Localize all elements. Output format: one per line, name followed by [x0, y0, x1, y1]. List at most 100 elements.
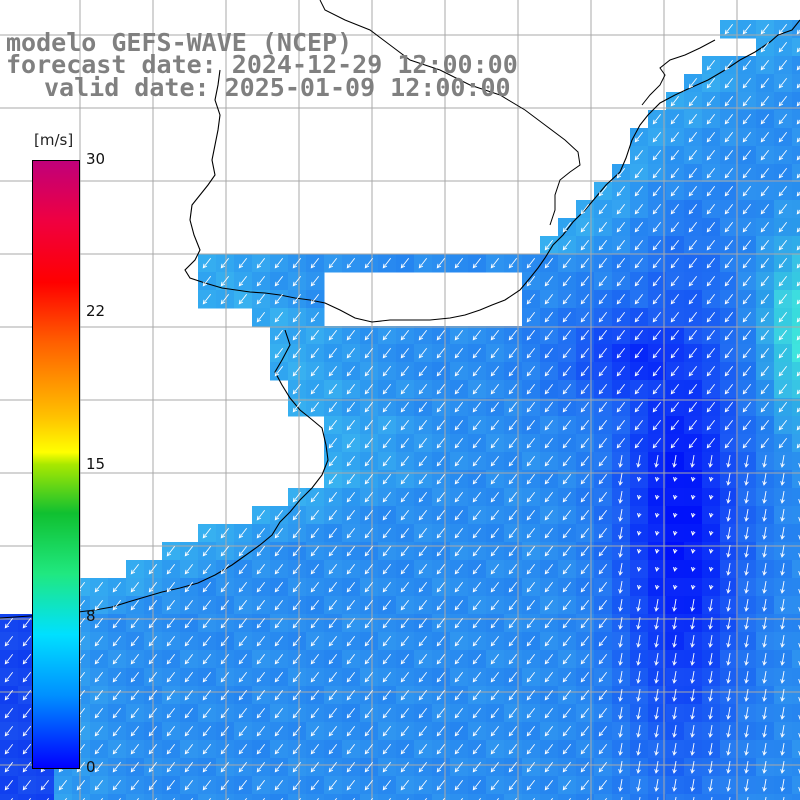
wind-speed-cell: [108, 794, 127, 800]
wind-speed-cell: [54, 794, 73, 800]
wind-arrow: [636, 671, 641, 684]
wind-arrow: [618, 635, 623, 648]
wind-arrow: [760, 401, 770, 413]
wind-arrow: [454, 545, 464, 557]
wind-arrow: [706, 419, 716, 431]
wind-arrow: [328, 779, 338, 791]
wind-arrow: [238, 743, 248, 755]
wind-arrow: [508, 527, 518, 539]
wind-arrow: [690, 671, 695, 684]
wind-arrow: [526, 347, 536, 359]
wind-arrow: [562, 473, 572, 485]
wind-arrow: [742, 401, 752, 413]
wind-arrow: [780, 689, 785, 702]
wind-arrow: [256, 293, 266, 305]
wind-arrow: [526, 527, 536, 539]
wind-arrow: [598, 455, 608, 467]
wind-arrow: [274, 509, 284, 521]
wind-arrow: [708, 548, 714, 554]
wind-arrow: [364, 689, 374, 701]
wind-arrow: [490, 743, 500, 755]
wind-arrow: [184, 707, 194, 719]
wind-arrow: [364, 365, 374, 377]
wind-arrow: [544, 473, 554, 485]
wind-arrow: [598, 671, 608, 683]
wind-arrow: [472, 491, 482, 503]
wind-arrow: [166, 707, 176, 719]
wind-arrow: [22, 707, 32, 719]
wind-arrow: [454, 653, 464, 665]
wind-arrow: [400, 383, 410, 395]
wind-arrow: [706, 257, 716, 269]
wind-arrow: [490, 365, 500, 377]
colorbar: [32, 160, 80, 769]
wind-arrow: [328, 365, 338, 377]
wind-arrow: [760, 257, 770, 269]
wind-speed-cell: [792, 542, 800, 561]
wind-speed-cell: [576, 794, 595, 800]
wind-arrow: [490, 455, 500, 467]
wind-arrow: [292, 635, 302, 647]
wind-arrow: [526, 437, 536, 449]
wind-arrow: [346, 509, 356, 521]
wind-arrow: [708, 566, 714, 572]
wind-arrow: [724, 329, 734, 341]
wind-arrow: [544, 383, 554, 395]
wind-arrow: [130, 563, 140, 575]
wind-arrow: [454, 707, 464, 719]
wind-arrow: [544, 437, 554, 449]
wind-arrow: [328, 707, 338, 719]
wind-arrow: [562, 671, 572, 683]
wind-arrow: [636, 725, 641, 738]
wind-arrow: [310, 653, 320, 665]
wind-arrow: [778, 167, 788, 179]
wind-arrow: [598, 221, 608, 233]
wind-arrow: [256, 311, 266, 323]
wind-arrow: [618, 653, 623, 666]
wind-arrow: [562, 329, 572, 341]
wind-arrow: [310, 509, 320, 521]
wind-arrow: [418, 725, 428, 737]
wind-arrow: [562, 689, 572, 701]
wind-arrow: [328, 689, 338, 701]
wind-speed-cell: [162, 794, 181, 800]
wind-arrow: [562, 743, 572, 755]
wind-arrow: [328, 545, 338, 557]
wind-arrow: [400, 491, 410, 503]
wind-arrow: [436, 635, 446, 647]
wind-arrow: [742, 203, 752, 215]
wind-arrow: [562, 599, 572, 611]
wind-arrow: [544, 257, 554, 269]
wind-arrow: [112, 725, 122, 737]
wind-speed-cell: [792, 344, 800, 363]
wind-arrow: [580, 617, 590, 629]
wind-arrow: [636, 761, 641, 774]
wind-arrow: [4, 653, 14, 665]
wind-arrow: [364, 419, 374, 431]
wind-arrow: [778, 131, 788, 143]
wind-arrow: [382, 635, 392, 647]
wind-arrow: [400, 671, 410, 683]
wind-arrow: [112, 581, 122, 593]
wind-arrow: [454, 761, 464, 773]
wind-arrow: [58, 779, 68, 791]
wind-arrow: [4, 689, 14, 701]
wind-arrow: [4, 725, 14, 737]
wind-arrow: [130, 689, 140, 701]
wind-arrow: [292, 383, 302, 395]
wind-arrow: [562, 581, 572, 593]
wind-arrow: [690, 584, 696, 590]
wind-arrow: [580, 581, 590, 593]
wind-arrow: [675, 797, 677, 800]
wind-arrow: [654, 476, 660, 482]
wind-arrow: [364, 347, 374, 359]
wind-speed-cell: [792, 434, 800, 453]
wind-arrow: [544, 707, 554, 719]
wind-arrow: [256, 635, 266, 647]
wind-arrow: [130, 707, 140, 719]
wind-arrow: [742, 365, 752, 377]
wind-arrow: [544, 401, 554, 413]
wind-arrow: [418, 779, 428, 791]
wind-arrow: [274, 689, 284, 701]
wind-arrow: [310, 491, 320, 503]
